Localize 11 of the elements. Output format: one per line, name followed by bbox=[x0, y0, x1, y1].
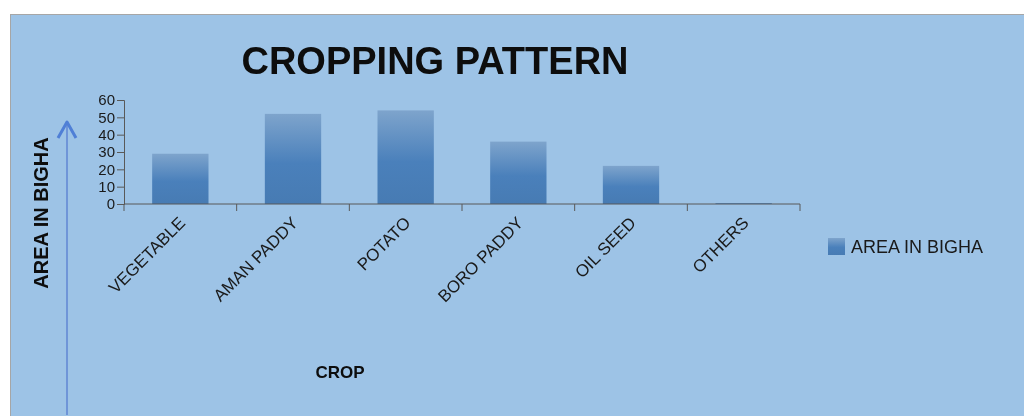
x-axis-title: CROP bbox=[315, 363, 365, 382]
y-tick-label: 30 bbox=[98, 143, 115, 161]
legend-label: AREA IN BIGHA bbox=[851, 237, 984, 257]
y-axis-title: AREA IN BIGHA bbox=[30, 137, 52, 289]
y-tick-label: 0 bbox=[106, 195, 115, 213]
y-tick-label: 10 bbox=[98, 177, 115, 195]
y-tick-label: 60 bbox=[98, 91, 115, 109]
y-tick-label: 20 bbox=[98, 160, 115, 178]
chart-title: CROPPING PATTERN bbox=[241, 40, 629, 82]
y-tick-label: 40 bbox=[98, 125, 115, 143]
y-tick-label: 50 bbox=[98, 108, 115, 126]
